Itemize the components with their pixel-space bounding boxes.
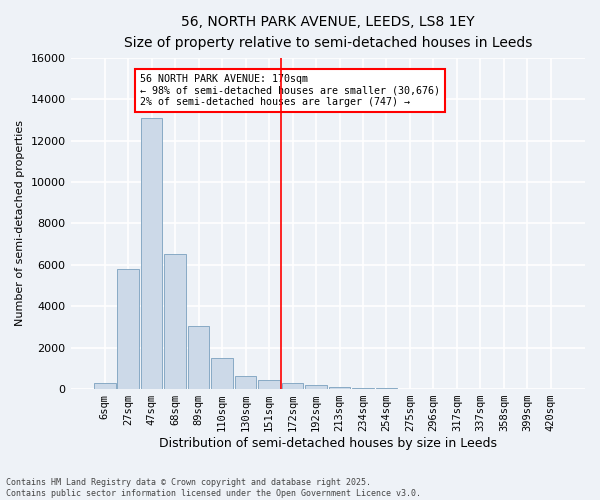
Bar xyxy=(258,380,280,389)
Bar xyxy=(352,388,374,389)
Bar xyxy=(188,326,209,389)
Bar xyxy=(376,388,397,389)
Title: 56, NORTH PARK AVENUE, LEEDS, LS8 1EY
Size of property relative to semi-detached: 56, NORTH PARK AVENUE, LEEDS, LS8 1EY Si… xyxy=(124,15,532,50)
Text: Contains HM Land Registry data © Crown copyright and database right 2025.
Contai: Contains HM Land Registry data © Crown c… xyxy=(6,478,421,498)
Y-axis label: Number of semi-detached properties: Number of semi-detached properties xyxy=(15,120,25,326)
Bar xyxy=(118,269,139,389)
Text: 56 NORTH PARK AVENUE: 170sqm
← 98% of semi-detached houses are smaller (30,676)
: 56 NORTH PARK AVENUE: 170sqm ← 98% of se… xyxy=(140,74,440,108)
Bar xyxy=(211,358,233,389)
Bar xyxy=(282,384,304,389)
Bar xyxy=(164,254,186,389)
X-axis label: Distribution of semi-detached houses by size in Leeds: Distribution of semi-detached houses by … xyxy=(159,437,497,450)
Bar xyxy=(94,383,116,389)
Bar xyxy=(329,387,350,389)
Bar xyxy=(305,386,327,389)
Bar xyxy=(141,118,163,389)
Bar xyxy=(235,376,256,389)
